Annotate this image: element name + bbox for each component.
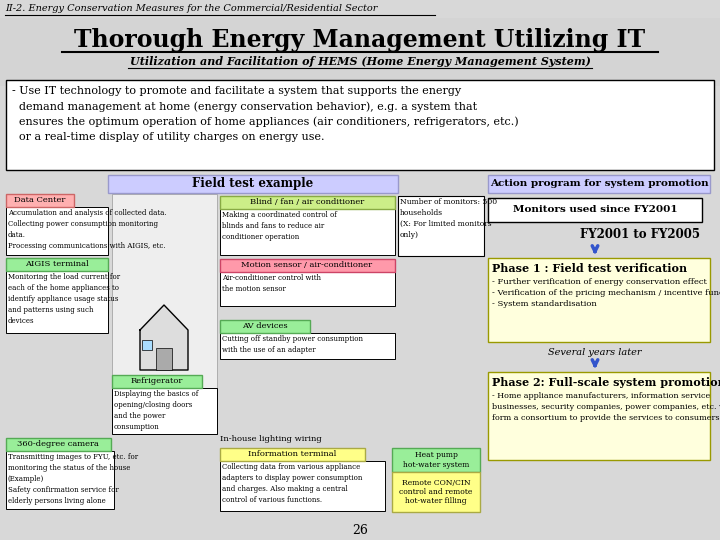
FancyBboxPatch shape [220, 259, 395, 272]
Text: Monitors used since FY2001: Monitors used since FY2001 [513, 206, 678, 214]
Text: - Use IT technology to promote and facilitate a system that supports the energy
: - Use IT technology to promote and facil… [12, 86, 518, 142]
FancyBboxPatch shape [6, 258, 108, 271]
Text: - Further verification of energy conservation effect
- Verification of the prici: - Further verification of energy conserv… [492, 278, 720, 308]
FancyBboxPatch shape [488, 198, 702, 222]
FancyBboxPatch shape [392, 448, 480, 472]
FancyBboxPatch shape [142, 340, 152, 350]
FancyBboxPatch shape [398, 196, 484, 256]
FancyBboxPatch shape [220, 196, 395, 209]
Text: Thorough Energy Management Utilizing IT: Thorough Energy Management Utilizing IT [74, 28, 646, 52]
Text: Remote CON/CIN
control and remote
hot-water filling: Remote CON/CIN control and remote hot-wa… [400, 479, 473, 505]
FancyBboxPatch shape [220, 461, 385, 511]
FancyBboxPatch shape [112, 388, 217, 434]
FancyBboxPatch shape [6, 80, 714, 170]
Text: 360-degree camera: 360-degree camera [17, 440, 99, 448]
Text: Action program for system promotion: Action program for system promotion [490, 179, 708, 188]
FancyBboxPatch shape [6, 438, 111, 451]
Text: Motion sensor / air-conditioner: Motion sensor / air-conditioner [241, 261, 372, 269]
Text: Transmitting images to FYU, etc. for
monitoring the status of the house
(Example: Transmitting images to FYU, etc. for mon… [8, 453, 138, 505]
FancyBboxPatch shape [220, 209, 395, 255]
FancyBboxPatch shape [6, 194, 74, 207]
Text: AIGIS terminal: AIGIS terminal [25, 260, 89, 268]
Text: II-2. Energy Conservation Measures for the Commercial/Residential Sector: II-2. Energy Conservation Measures for t… [5, 4, 377, 13]
FancyBboxPatch shape [488, 175, 710, 193]
Text: - Home appliance manufacturers, information service
businesses, security compani: - Home appliance manufacturers, informat… [492, 392, 720, 422]
Text: 26: 26 [352, 523, 368, 537]
Text: Utilization and Facilitation of HEMS (Home Energy Management System): Utilization and Facilitation of HEMS (Ho… [130, 56, 590, 67]
FancyBboxPatch shape [392, 472, 480, 512]
FancyBboxPatch shape [6, 207, 108, 255]
FancyBboxPatch shape [0, 18, 720, 86]
FancyBboxPatch shape [156, 348, 172, 370]
Text: Phase 1 : Field test verification: Phase 1 : Field test verification [492, 263, 687, 274]
FancyBboxPatch shape [220, 333, 395, 359]
Text: Phase 2: Full-scale system promotion: Phase 2: Full-scale system promotion [492, 377, 720, 388]
Text: Cutting off standby power consumption
with the use of an adapter: Cutting off standby power consumption wi… [222, 335, 363, 354]
FancyBboxPatch shape [0, 0, 720, 18]
FancyBboxPatch shape [112, 194, 217, 434]
FancyBboxPatch shape [220, 320, 310, 333]
Polygon shape [140, 305, 188, 370]
Text: Blind / fan / air conditioner: Blind / fan / air conditioner [250, 198, 364, 206]
Text: Accumulation and analysis of collected data.
Collecting power consumption monito: Accumulation and analysis of collected d… [8, 209, 166, 250]
Text: Data Center: Data Center [14, 196, 66, 204]
Text: FY2001 to FY2005: FY2001 to FY2005 [580, 228, 700, 241]
FancyBboxPatch shape [488, 258, 710, 342]
FancyBboxPatch shape [220, 448, 365, 461]
Text: Field test example: Field test example [192, 178, 314, 191]
Text: Collecting data from various appliance
adapters to display power consumption
and: Collecting data from various appliance a… [222, 463, 362, 504]
FancyBboxPatch shape [6, 451, 114, 509]
Text: Number of monitors: 500
households
(X: For limited monitors
only): Number of monitors: 500 households (X: F… [400, 198, 497, 239]
Text: Heat pump
hot-water system: Heat pump hot-water system [402, 451, 469, 469]
Text: Air-conditioner control with
the motion sensor: Air-conditioner control with the motion … [222, 274, 321, 293]
Text: Refrigerator: Refrigerator [131, 377, 183, 385]
FancyBboxPatch shape [488, 372, 710, 460]
FancyBboxPatch shape [108, 175, 398, 193]
Text: Displaying the basics of
opening/closing doors
and the power
consumption: Displaying the basics of opening/closing… [114, 390, 199, 431]
Text: Monitoring the load current for
each of the home appliances to
identify applianc: Monitoring the load current for each of … [8, 273, 120, 325]
Text: AV devices: AV devices [242, 322, 288, 330]
Text: In-house lighting wiring: In-house lighting wiring [220, 435, 322, 443]
FancyBboxPatch shape [6, 271, 108, 333]
FancyBboxPatch shape [220, 272, 395, 306]
Text: Making a coordinated control of
blinds and fans to reduce air
conditioner operat: Making a coordinated control of blinds a… [222, 211, 337, 241]
FancyBboxPatch shape [112, 375, 202, 388]
Text: Information terminal: Information terminal [248, 450, 336, 458]
Text: Several years later: Several years later [548, 348, 642, 357]
